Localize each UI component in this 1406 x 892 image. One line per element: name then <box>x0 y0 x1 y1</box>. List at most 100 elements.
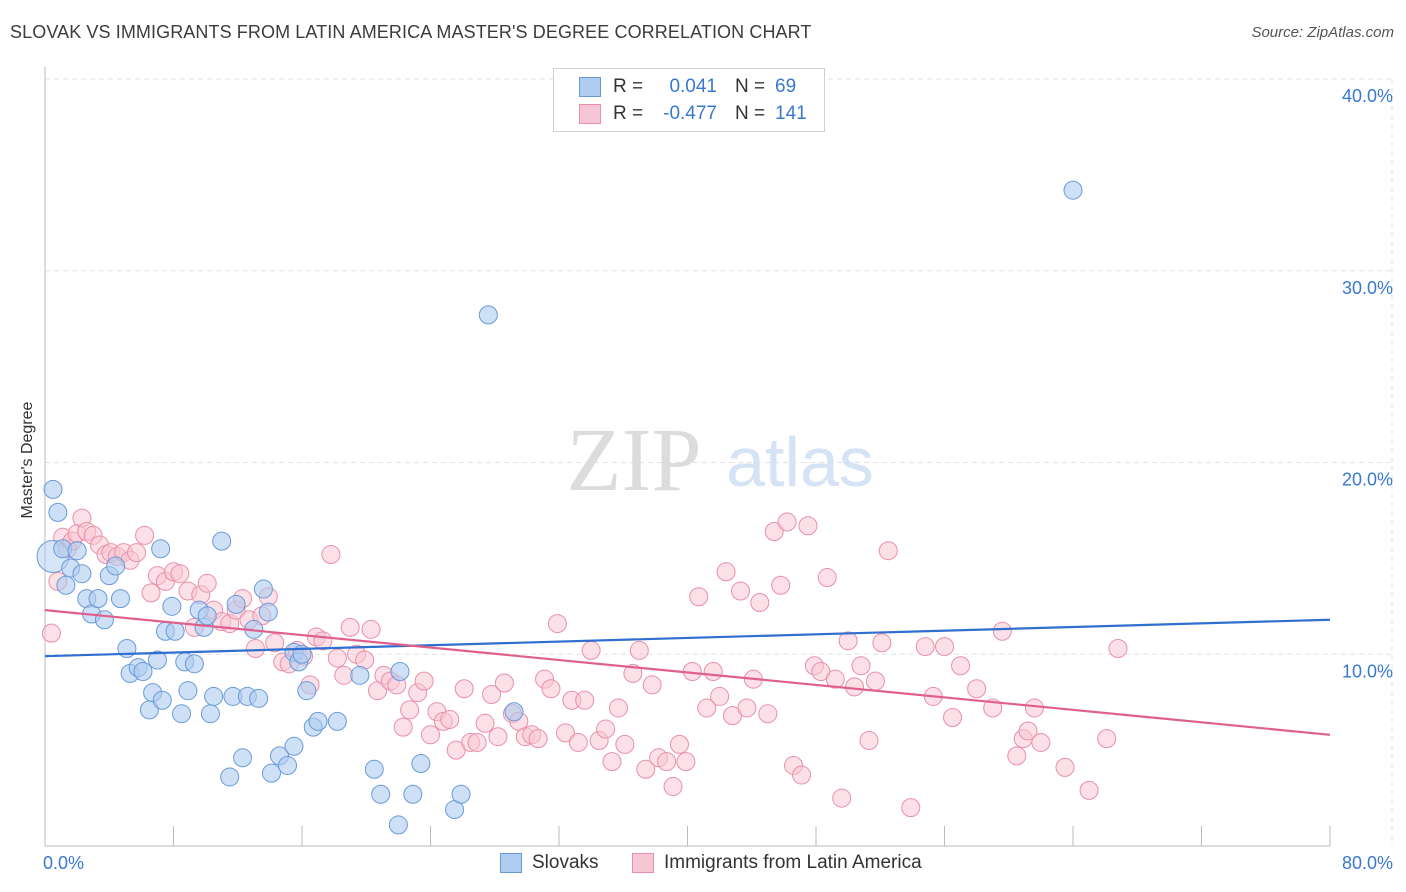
slovak-point <box>258 602 278 622</box>
slovak-point <box>350 665 370 685</box>
latin-point <box>851 656 871 676</box>
latin-point <box>1031 732 1051 752</box>
slovak-point <box>297 681 317 701</box>
slovak-point <box>172 704 192 724</box>
latin-point <box>832 788 852 808</box>
tick-labels: 10.0% 20.0% 30.0% 40.0% 0.0% 80.0% <box>43 86 1393 873</box>
latin-point <box>265 633 285 653</box>
latin-point <box>758 704 778 724</box>
slovak-point <box>253 579 273 599</box>
gridlines <box>45 78 1393 846</box>
latin-point <box>629 640 649 660</box>
slovak-point <box>151 539 171 559</box>
legend-r-value: -0.477 <box>663 103 717 124</box>
latin-point <box>568 732 588 752</box>
latin-point <box>541 679 561 699</box>
latin-point <box>596 719 616 739</box>
latin-point <box>488 727 508 747</box>
slovak-point <box>106 556 126 576</box>
latin-point <box>340 617 360 637</box>
latin-point <box>475 713 495 733</box>
latin-point <box>327 648 347 668</box>
slovak-point <box>249 688 269 708</box>
latin-point <box>197 573 217 593</box>
latin-point <box>1018 721 1038 741</box>
latin-point <box>1097 729 1117 749</box>
latin-point <box>467 732 487 752</box>
latin-point <box>764 522 784 542</box>
slovak-point <box>88 589 108 609</box>
latin-point <box>421 725 440 745</box>
legend-swatch-pink <box>632 853 654 873</box>
slovak-point <box>327 711 347 731</box>
slovak-point <box>390 662 410 682</box>
latin-point <box>845 677 865 697</box>
legend-swatch-pink <box>579 104 601 124</box>
latin-point <box>334 665 354 685</box>
watermark-atlas: atlas <box>726 423 874 501</box>
slovak-point <box>1063 180 1083 200</box>
latin-point <box>1108 638 1128 658</box>
watermark-zip: ZIP <box>567 411 702 510</box>
latin-point <box>400 700 420 720</box>
slovak-point <box>212 531 232 551</box>
latin-point <box>642 675 662 695</box>
latin-point <box>1007 746 1027 766</box>
latin-point <box>935 637 954 657</box>
latin-point <box>528 729 548 749</box>
latin-point <box>750 592 770 612</box>
slovak-point <box>165 621 185 641</box>
slovak-point <box>56 575 76 595</box>
slovak-point <box>504 702 524 722</box>
slovak-point <box>226 594 246 614</box>
legend-r-label: R = <box>613 76 644 97</box>
slovak-point <box>94 610 114 630</box>
latin-point <box>901 798 921 818</box>
latin-point <box>321 545 341 565</box>
slovak-point <box>197 606 217 626</box>
latin-point <box>798 516 818 536</box>
slovak-point <box>403 784 423 804</box>
slovak-point <box>178 681 198 701</box>
slovak-point <box>308 711 328 731</box>
latin-point <box>663 777 683 797</box>
latin-point <box>731 581 751 601</box>
latin-point <box>865 671 885 691</box>
legend-n-label: N = <box>735 76 766 97</box>
latin-point <box>716 562 736 582</box>
latin-point <box>575 690 595 710</box>
latin-point <box>482 685 502 705</box>
slovak-point <box>411 754 431 774</box>
slovak-point <box>278 755 298 775</box>
slovak-point <box>110 589 130 609</box>
slovak-point <box>48 502 68 522</box>
slovak-point <box>451 784 471 804</box>
correlation-legend: R = 0.041 N = 69 R = -0.477 N = 141 <box>553 68 825 132</box>
source-label: Source: ZipAtlas.com <box>1251 24 1394 41</box>
latin-point <box>951 656 971 676</box>
axes <box>44 67 1331 847</box>
legend-label-latin: Immigrants from Latin America <box>664 852 922 873</box>
latin-point <box>414 671 434 691</box>
latin-trend-line <box>44 609 1331 736</box>
latin-point <box>454 679 474 699</box>
latin-point <box>636 759 656 779</box>
legend-item-latin: Immigrants from Latin America <box>632 852 922 874</box>
legend-n-value: 69 <box>775 76 797 97</box>
legend-row-slovaks: R = 0.041 N = 69 <box>554 74 796 100</box>
trend-lines <box>44 609 1331 736</box>
series-slovak-points <box>36 180 1083 835</box>
latin-point <box>393 717 413 737</box>
latin-point <box>915 637 935 657</box>
slovak-point <box>478 305 498 325</box>
latin-point <box>361 619 381 639</box>
slovak-point <box>133 662 153 682</box>
slovak-point <box>371 784 391 804</box>
slovak-point <box>67 541 87 561</box>
watermark: ZIP atlas <box>567 411 874 510</box>
slovak-point <box>200 704 220 724</box>
chart-title: SLOVAK VS IMMIGRANTS FROM LATIN AMERICA … <box>10 22 812 42</box>
legend-n-value: 141 <box>775 103 807 124</box>
y-tick-label: 10.0% <box>1342 661 1393 681</box>
